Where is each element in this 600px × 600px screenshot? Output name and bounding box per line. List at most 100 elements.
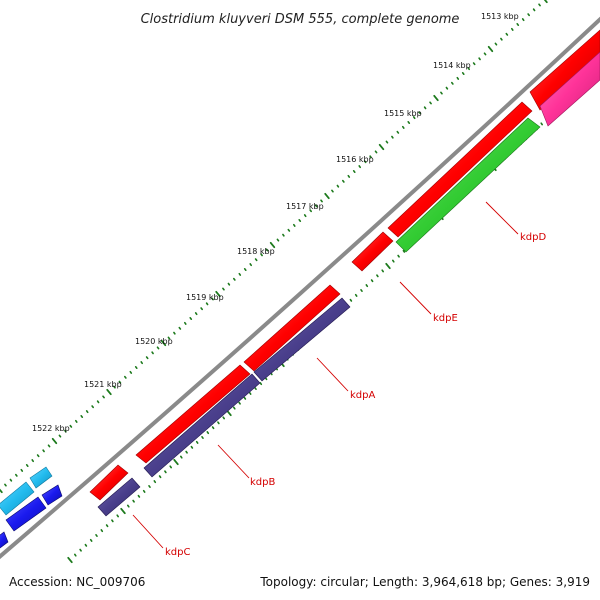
minor-tick [211,426,215,430]
major-tick [160,339,167,347]
gene-label-kdpE[interactable]: kdpE [433,313,458,324]
gene-arrow-blue-2[interactable] [41,484,63,506]
minor-tick [9,478,13,482]
minor-tick [352,170,356,173]
gene-label-kdpA[interactable]: kdpA [350,390,375,401]
minor-tick [142,489,146,493]
minor-tick [505,32,509,36]
major-tick [324,192,330,200]
tick-label: 1513 kbp [481,12,519,21]
minor-tick [461,72,465,75]
minor-tick [396,130,400,134]
minor-tick [472,62,476,66]
major-tick [215,290,221,298]
minor-tick [347,174,351,178]
gene-label-kdpC[interactable]: kdpC [165,547,190,558]
minor-tick [397,254,400,258]
reverse-strand-genes [0,51,600,549]
minor-tick [80,414,84,419]
minor-tick [201,435,204,440]
tick-label: 1516 kbp [336,155,374,164]
minor-tick [336,184,340,188]
minor-tick [363,160,367,164]
minor-tick [391,259,395,263]
minor-tick [195,440,199,444]
gene-arrow-kdpC-forward[interactable] [89,464,129,501]
minor-tick [132,499,135,503]
minor-tick [391,135,394,139]
minor-tick [233,277,236,281]
major-tick [120,507,126,515]
gene-label-kdpD[interactable]: kdpD [520,232,546,243]
minor-tick [320,199,323,203]
minor-tick [354,293,358,297]
minor-tick [148,484,151,489]
minor-tick [91,405,94,409]
gene-arrow-upstream-forward[interactable] [529,29,600,111]
gene-arrow-cyan-2[interactable] [29,466,53,489]
gene-arrow-blue-1[interactable] [5,496,47,532]
minor-tick [309,209,313,213]
major-tick [378,143,385,151]
minor-tick [265,248,269,252]
position-tick-labels: 1513 kbp 1514 kbp 1515 kbp 1516 kbp 1517… [32,12,519,433]
minor-tick [287,228,291,232]
minor-tick [532,8,536,12]
gene-arrow-kdpB-reverse[interactable] [143,373,261,478]
minor-tick [137,494,141,498]
accession-text: Accession: NC_009706 [9,575,145,589]
minor-tick [167,336,171,340]
forward-strand-genes [0,29,600,516]
minor-tick [254,386,257,391]
major-tick [106,388,112,396]
gene-arrow-kdpD-forward[interactable] [387,101,533,238]
minor-tick [190,445,194,449]
minor-tick [75,419,78,423]
minor-tick [84,543,88,547]
minor-tick [180,455,183,459]
gene-label-kdpB[interactable]: kdpB [250,477,275,488]
minor-tick [521,18,525,22]
gene-arrow-pink-reverse[interactable] [539,51,600,127]
gene-arrow-kdpA-forward[interactable] [243,284,341,372]
gene-arrow-kdpB-forward[interactable] [135,364,251,464]
minor-tick [385,140,389,144]
minor-tick [111,519,114,523]
gene-arrow-blue-3[interactable] [0,531,9,549]
major-tick [51,437,58,445]
minor-tick [248,391,252,395]
tick-label: 1515 kbp [384,109,422,118]
gene-arrow-kdpE-forward[interactable] [351,231,394,272]
genome-summary-text: Topology: circular; Length: 3,964,618 bp… [259,575,590,589]
outer-tick-row [0,0,548,494]
minor-tick [124,375,127,379]
minor-tick [85,410,89,414]
major-tick [543,0,548,4]
minor-tick [127,504,130,508]
major-tick [67,556,73,564]
minor-tick [105,524,109,528]
minor-tick [369,155,372,159]
minor-tick [259,382,263,386]
minor-tick [47,444,51,448]
minor-tick [134,365,138,370]
gene-arrow-kdpA-reverse[interactable] [253,297,351,382]
gene-arrow-kdpD-reverse[interactable] [395,117,541,253]
major-tick [487,45,494,53]
gene-arrow-cyan-1[interactable] [0,481,35,516]
minor-tick [79,548,82,552]
minor-tick [89,538,93,542]
minor-tick [178,326,182,330]
minor-tick [173,331,176,335]
minor-tick [42,449,45,453]
minor-tick [418,111,422,115]
minor-tick [254,258,258,262]
minor-tick [238,272,242,276]
minor-tick [478,57,481,61]
minor-tick [185,450,188,454]
gene-arrow-kdpC-reverse[interactable] [97,477,141,517]
genome-backbone [0,16,600,560]
major-tick [226,409,232,417]
minor-tick [249,263,252,267]
minor-tick [194,312,198,316]
